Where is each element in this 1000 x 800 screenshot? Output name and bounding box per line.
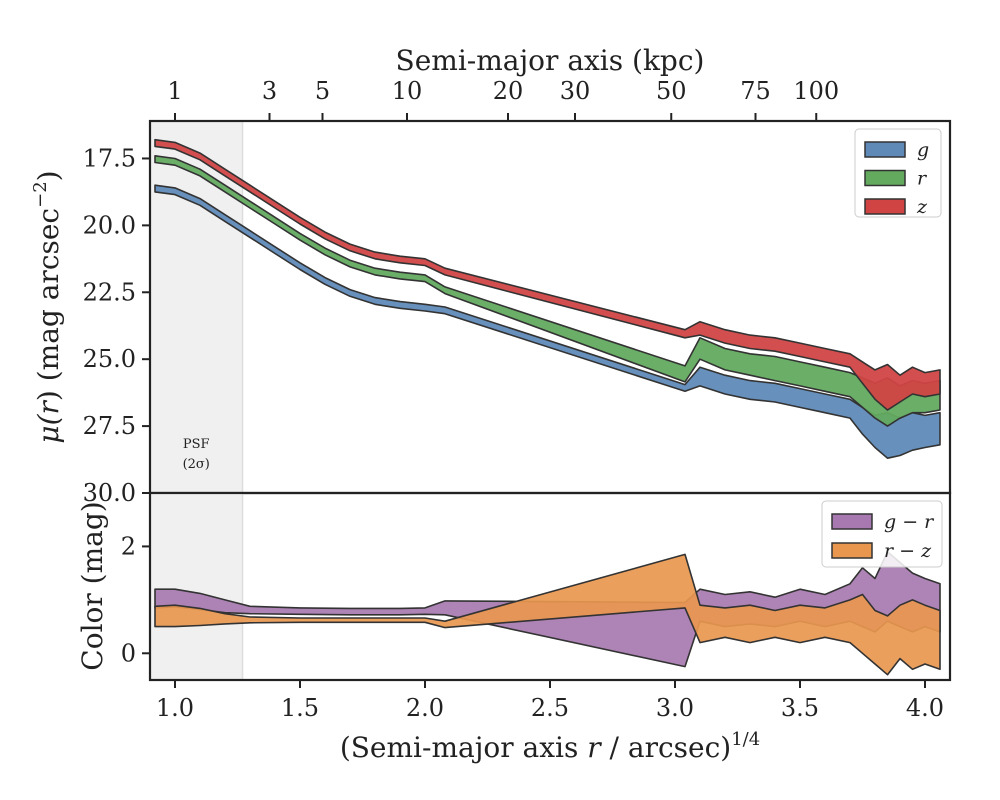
x-tick-label: 2.0 <box>406 694 444 722</box>
color-bands <box>155 552 940 675</box>
y-tick-label: 20.0 <box>83 211 136 239</box>
figure: PSF(2σ)17.520.022.525.027.530.01 3 5 10 20 30… <box>0 0 1000 800</box>
y-tick-label: 2 <box>121 532 136 560</box>
top-x-tick-label: 50 <box>656 77 687 105</box>
psf-shaded-region <box>150 493 243 680</box>
x-tick-label: 1.5 <box>281 694 319 722</box>
top-x-tick-label: 75 <box>740 77 771 105</box>
x-tick-label: 2.5 <box>531 694 569 722</box>
legend-label: g <box>917 139 929 161</box>
legend-swatch <box>865 171 905 186</box>
top-x-tick-label: 30 <box>560 77 591 105</box>
x-axis-title-part: (Semi-major axis <box>340 731 587 764</box>
surface-brightness-panel: PSF(2σ)17.520.022.525.027.530.01 3 5 10 20 30… <box>83 77 950 507</box>
y-tick-label: 25.0 <box>83 345 136 373</box>
y-tick-label: 0 <box>121 639 136 667</box>
y-axis-title-exponent: −2 <box>30 181 51 208</box>
legend-label: z <box>916 196 928 218</box>
top-x-tick-label: 20 <box>493 77 524 105</box>
x-tick-label: 1.0 <box>156 694 194 722</box>
x-tick-label: 3.0 <box>656 694 694 722</box>
top-x-tick-label: 100 <box>793 77 839 105</box>
legend-label: g − r <box>884 511 935 533</box>
top-x-tick-label: 1 <box>167 77 182 105</box>
y-axis-title: μ(r) (mag arcsec−2) <box>30 170 65 443</box>
y-axis-title-part: μ( <box>32 413 65 443</box>
color-panel: 0 2 1.0 1.5 2.0 2.5 3.0 3.5 4.0 g − r r − z <box>121 493 950 722</box>
top-x-tick-label: 10 <box>392 77 423 105</box>
x-tick-label: 4.0 <box>906 694 944 722</box>
x-tick-label: 3.5 <box>781 694 819 722</box>
color-axis-title: Color (mag) <box>76 501 109 670</box>
y-axis-title-part: ) <box>32 170 65 181</box>
y-tick-label: 22.5 <box>83 278 136 306</box>
psf-label: PSF <box>183 437 210 452</box>
y-tick-label: 27.5 <box>83 412 136 440</box>
legend-swatch <box>832 543 872 558</box>
top-x-tick-label: 3 <box>262 77 277 105</box>
legend-swatch <box>865 199 905 214</box>
legend-label: r − z <box>884 540 932 562</box>
x-axis-title-exponent: 1/4 <box>731 729 760 750</box>
x-axis-title-part: / arcsec) <box>601 731 732 764</box>
legend-bands: grz <box>855 129 941 218</box>
top-x-tick-label: 5 <box>315 77 330 105</box>
legend-swatch <box>865 142 905 157</box>
x-axis-title: (Semi-major axis r / arcsec)1/4 <box>340 729 760 764</box>
y-tick-label: 17.5 <box>83 144 136 172</box>
top-axis-title: Semi-major axis (kpc) <box>396 44 705 77</box>
y-axis-title-part: ) (mag arcsec <box>32 208 65 401</box>
legend-colors: g − r r − z <box>822 501 942 567</box>
surface-brightness-bands <box>155 140 940 459</box>
band-r <box>155 156 940 426</box>
psf-label-sigma: (2σ) <box>183 457 210 472</box>
legend-swatch <box>832 514 872 529</box>
top-panel-frame <box>150 121 950 493</box>
